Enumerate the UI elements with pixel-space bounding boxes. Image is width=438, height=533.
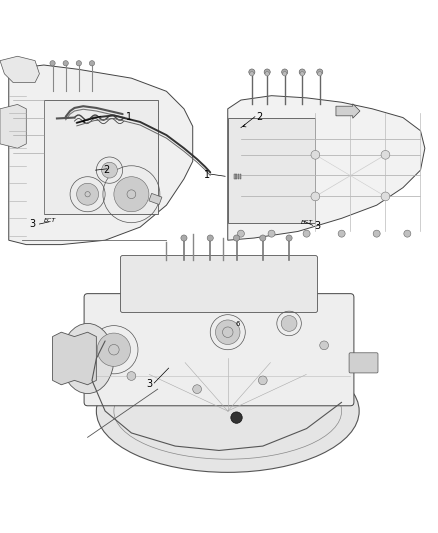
Circle shape — [50, 61, 55, 66]
Circle shape — [231, 412, 242, 423]
Ellipse shape — [96, 350, 359, 472]
Text: 1: 1 — [126, 112, 132, 122]
Bar — [234, 174, 236, 179]
FancyBboxPatch shape — [228, 118, 315, 223]
Text: 3: 3 — [29, 220, 35, 229]
Circle shape — [311, 150, 320, 159]
Circle shape — [282, 69, 288, 75]
Polygon shape — [53, 332, 96, 385]
Circle shape — [207, 235, 213, 241]
Circle shape — [215, 320, 240, 344]
Circle shape — [317, 69, 323, 75]
Circle shape — [63, 61, 68, 66]
Circle shape — [77, 183, 99, 205]
Circle shape — [89, 61, 95, 66]
Circle shape — [265, 71, 269, 76]
Bar — [149, 193, 162, 205]
Ellipse shape — [61, 324, 114, 393]
Circle shape — [281, 316, 297, 332]
Circle shape — [283, 71, 287, 76]
Polygon shape — [0, 56, 39, 83]
Circle shape — [299, 69, 305, 75]
Circle shape — [320, 341, 328, 350]
Circle shape — [85, 191, 90, 197]
Circle shape — [102, 162, 117, 178]
Circle shape — [260, 235, 266, 241]
Polygon shape — [228, 96, 425, 240]
FancyBboxPatch shape — [349, 353, 378, 373]
Polygon shape — [9, 65, 193, 245]
Text: 2: 2 — [256, 112, 262, 122]
Circle shape — [303, 230, 310, 237]
Bar — [240, 174, 241, 179]
Circle shape — [318, 71, 322, 76]
Circle shape — [181, 235, 187, 241]
Text: ECT: ECT — [43, 219, 56, 223]
Circle shape — [381, 192, 390, 201]
Circle shape — [127, 190, 136, 199]
Circle shape — [268, 230, 275, 237]
Circle shape — [373, 230, 380, 237]
Text: 6: 6 — [235, 321, 240, 327]
Text: 1: 1 — [204, 169, 210, 180]
Bar — [236, 174, 237, 179]
FancyBboxPatch shape — [336, 104, 360, 118]
Circle shape — [127, 372, 136, 381]
Circle shape — [76, 61, 81, 66]
Circle shape — [286, 235, 292, 241]
Polygon shape — [0, 104, 26, 148]
Bar — [238, 174, 239, 179]
FancyBboxPatch shape — [44, 100, 158, 214]
FancyBboxPatch shape — [84, 294, 354, 406]
Circle shape — [264, 69, 270, 75]
Text: 3: 3 — [147, 379, 153, 389]
Circle shape — [97, 333, 131, 366]
Circle shape — [250, 71, 254, 76]
Text: 2: 2 — [104, 165, 110, 175]
Circle shape — [233, 235, 240, 241]
Text: ECT: ECT — [300, 220, 313, 225]
Circle shape — [109, 344, 119, 355]
Circle shape — [404, 230, 411, 237]
Circle shape — [300, 71, 304, 76]
Text: 3: 3 — [314, 221, 320, 231]
Circle shape — [223, 327, 233, 337]
FancyBboxPatch shape — [120, 255, 318, 312]
Circle shape — [381, 150, 390, 159]
Circle shape — [338, 230, 345, 237]
Circle shape — [114, 177, 149, 212]
Circle shape — [193, 385, 201, 393]
Circle shape — [311, 192, 320, 201]
Circle shape — [249, 69, 255, 75]
Circle shape — [237, 230, 244, 237]
Circle shape — [258, 376, 267, 385]
